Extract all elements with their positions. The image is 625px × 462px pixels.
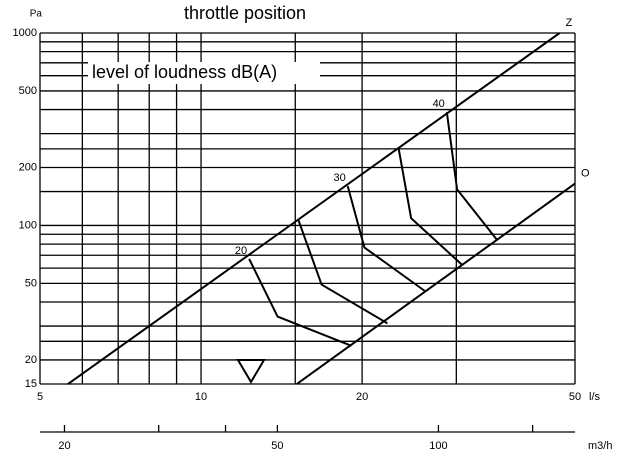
- series-line: [445, 111, 498, 241]
- x2-tick-label: 20: [58, 440, 70, 452]
- y-tick-label: 15: [25, 378, 37, 390]
- series-line: [67, 32, 561, 385]
- x2-tick-label: 100: [429, 440, 447, 452]
- series-label: Z: [566, 17, 573, 29]
- x-tick-label: 10: [195, 391, 207, 403]
- series-line: [397, 148, 463, 266]
- y-tick-label: 50: [25, 277, 37, 289]
- series-label: 40: [433, 98, 445, 110]
- x-tick-label: 20: [356, 391, 368, 403]
- annotation-bg: [88, 62, 320, 84]
- series-line: [296, 182, 576, 385]
- annotation: level of loudness dB(A): [92, 62, 277, 82]
- series-line: [248, 258, 352, 347]
- series-line: [297, 219, 388, 325]
- y-tick-label: 1000: [13, 27, 37, 39]
- x2-axis-label: m3/h: [588, 440, 612, 452]
- y-tick-label: 200: [19, 161, 37, 173]
- x-axis-label: l/s: [589, 391, 601, 403]
- series-label: 20: [235, 245, 247, 257]
- series-label: O: [581, 167, 590, 179]
- x2-tick-label: 50: [271, 440, 283, 452]
- throttle-symbol: [236, 359, 266, 384]
- series-label: 30: [333, 172, 345, 184]
- annotation: throttle position: [184, 3, 306, 23]
- y-axis-label: Pa: [30, 9, 43, 20]
- x-tick-label: 50: [569, 391, 581, 403]
- y-tick-label: 500: [19, 85, 37, 97]
- y-tick-label: 20: [25, 354, 37, 366]
- x-tick-label: 5: [37, 391, 43, 403]
- y-tick-label: 100: [19, 219, 37, 231]
- series-line: [346, 185, 427, 293]
